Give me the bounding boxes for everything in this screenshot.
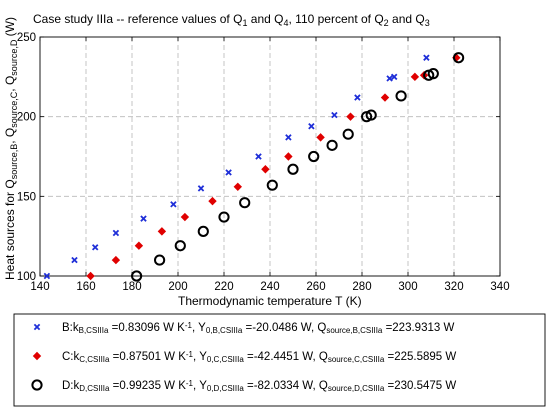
- x-tick-label: 320: [444, 281, 463, 293]
- point-c: [233, 182, 242, 191]
- x-tick-label: 240: [260, 281, 279, 293]
- point-b: [71, 256, 78, 264]
- x-tick-label: 200: [168, 281, 187, 293]
- legend-entry-b: B:kB,CSIIIa =0.83096 W K-1, Y0,B,CSIIIa …: [33, 321, 454, 335]
- point-c: [157, 227, 167, 236]
- y-tick-label: 100: [17, 271, 36, 283]
- legend-label-c: C:kC,CSIIIa =0.87501 W K-1, Y0,C,CSIIIa …: [62, 350, 456, 364]
- point-c: [134, 241, 144, 250]
- point-b: [386, 75, 393, 82]
- axis-ticks: 140 160 180 200 220 240 260 280 300 320 340 100 150 2…: [17, 32, 510, 293]
- x-tick-label: 260: [306, 281, 325, 293]
- grid-lines: [40, 37, 500, 276]
- data-markers: [43, 52, 465, 282]
- x-tick-label: 340: [490, 281, 509, 293]
- point-c: [380, 93, 390, 102]
- point-b: [331, 111, 338, 119]
- point-d: [239, 197, 251, 209]
- y-tick-label: 250: [17, 32, 36, 44]
- point-c: [284, 152, 293, 161]
- x-tick-label: 280: [352, 281, 371, 293]
- point-b: [197, 185, 205, 192]
- point-c: [261, 165, 270, 174]
- point-d: [218, 211, 230, 223]
- point-d: [266, 179, 278, 191]
- point-d: [308, 150, 320, 163]
- legend-marker-c: [32, 351, 42, 361]
- point-d: [174, 240, 186, 252]
- point-b: [170, 201, 177, 208]
- y-tick-label: 200: [17, 112, 36, 124]
- point-d: [154, 254, 166, 266]
- legend-marker-d: [31, 379, 43, 391]
- legend: [13, 313, 546, 407]
- point-d: [453, 52, 465, 64]
- legend-entry-d: D:kD,CSIIIa =0.99235 W K-1, Y0,D,CSIIIa …: [31, 379, 456, 393]
- x-tick-label: 180: [122, 281, 141, 293]
- point-c: [346, 112, 355, 121]
- legend-entry-c: C:kC,CSIIIa =0.87501 W K-1, Y0,C,CSIIIa …: [32, 350, 456, 364]
- series-d: [131, 52, 465, 282]
- point-d: [197, 225, 209, 237]
- legend-entries: B:kB,CSIIIa =0.83096 W K-1, Y0,B,CSIIIa …: [31, 321, 456, 393]
- point-c: [111, 255, 121, 265]
- point-b: [423, 54, 430, 61]
- x-axis-label: Thermodynamic temperature T (K): [178, 294, 362, 308]
- point-b: [140, 215, 147, 222]
- point-d: [287, 163, 299, 175]
- point-c: [316, 133, 325, 142]
- point-c: [180, 212, 190, 222]
- point-b: [308, 122, 315, 130]
- x-tick-label: 300: [398, 281, 417, 293]
- point-b: [43, 272, 51, 280]
- series-b: [43, 54, 430, 280]
- point-b: [112, 229, 120, 237]
- point-d: [342, 128, 354, 140]
- point-b: [255, 153, 262, 160]
- series-c: [86, 53, 461, 281]
- point-d: [326, 139, 338, 151]
- y-axis-label: Heat sources for Qsource,B, Qsource,C, Q…: [3, 17, 19, 280]
- chart-title: Case study IIIa -- reference values of Q…: [33, 12, 430, 28]
- point-c: [86, 271, 95, 281]
- x-tick-label: 140: [30, 281, 49, 293]
- legend-label-b: B:kB,CSIIIa =0.83096 W K-1, Y0,B,CSIIIa …: [62, 321, 454, 335]
- point-d: [427, 68, 439, 80]
- legend-marker-b: [33, 323, 41, 331]
- point-b: [285, 134, 292, 141]
- point-b: [390, 73, 398, 81]
- point-d: [365, 109, 377, 121]
- point-d: [131, 270, 143, 282]
- x-tick-label: 220: [214, 281, 233, 293]
- point-b: [225, 169, 232, 176]
- x-tick-label: 160: [76, 281, 95, 293]
- point-d: [395, 90, 407, 102]
- point-b: [354, 94, 361, 101]
- point-b: [91, 244, 99, 251]
- point-c: [208, 196, 217, 206]
- y-tick-label: 150: [17, 191, 36, 203]
- point-c: [410, 72, 420, 82]
- legend-label-d: D:kD,CSIIIa =0.99235 W K-1, Y0,D,CSIIIa …: [62, 379, 456, 393]
